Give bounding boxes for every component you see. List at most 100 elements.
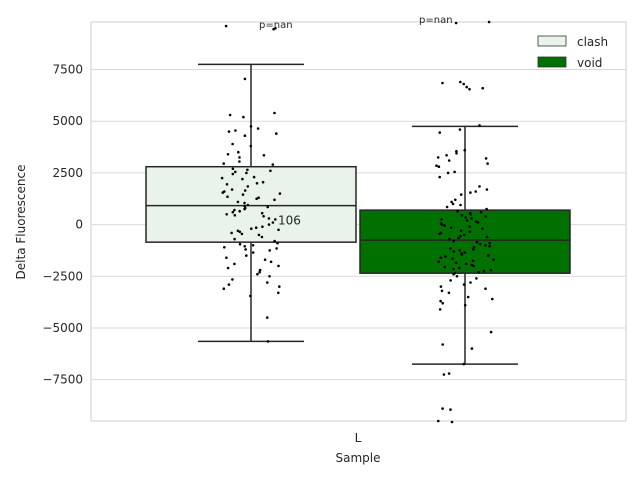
data-point xyxy=(238,160,241,163)
iqr-box xyxy=(145,165,357,243)
data-point xyxy=(440,289,444,293)
data-point xyxy=(275,247,278,250)
data-point xyxy=(441,301,445,305)
data-point xyxy=(482,269,486,273)
data-point xyxy=(447,291,451,295)
data-point xyxy=(458,266,461,270)
data-point xyxy=(459,80,462,84)
data-point xyxy=(275,132,278,135)
count-label: 106 xyxy=(278,214,301,228)
data-point xyxy=(488,241,492,245)
data-point xyxy=(260,235,264,239)
data-point xyxy=(454,21,458,25)
data-point xyxy=(226,266,230,270)
data-point xyxy=(231,142,234,146)
data-point xyxy=(459,229,463,233)
data-point xyxy=(484,157,488,160)
data-point xyxy=(276,241,279,245)
data-point xyxy=(445,154,448,157)
data-point xyxy=(266,281,269,284)
data-point xyxy=(464,216,468,219)
data-point xyxy=(460,214,464,217)
data-point xyxy=(437,419,440,423)
data-point xyxy=(250,227,253,230)
data-point xyxy=(489,268,493,272)
data-point xyxy=(237,150,240,154)
data-point xyxy=(468,87,471,91)
data-point xyxy=(240,232,244,236)
data-point xyxy=(485,188,489,191)
legend-label-void: void xyxy=(577,56,602,70)
data-point xyxy=(243,134,247,137)
data-point xyxy=(446,171,450,175)
data-point xyxy=(222,287,226,291)
data-point xyxy=(244,248,247,251)
data-point xyxy=(262,215,265,218)
data-point xyxy=(484,287,487,291)
data-point xyxy=(443,265,447,269)
legend-label-clash: clash xyxy=(577,35,608,49)
data-point xyxy=(463,148,467,152)
data-point xyxy=(472,264,475,268)
y-tick-label: −2500 xyxy=(42,269,83,283)
data-point xyxy=(243,204,246,208)
data-point xyxy=(269,260,273,264)
data-point xyxy=(226,153,230,156)
data-point xyxy=(437,165,441,168)
data-point xyxy=(459,203,462,207)
data-point xyxy=(477,270,481,274)
data-point xyxy=(267,217,271,220)
data-point xyxy=(452,250,456,253)
p-value-annotation: p=nan xyxy=(419,15,453,26)
data-point xyxy=(448,237,451,241)
data-point xyxy=(267,223,271,226)
data-point xyxy=(479,210,483,214)
data-point xyxy=(268,275,271,278)
data-point xyxy=(249,144,253,148)
data-point xyxy=(462,283,466,286)
data-point xyxy=(438,308,442,311)
data-point xyxy=(266,316,269,319)
data-point xyxy=(231,278,234,281)
data-point xyxy=(437,260,441,264)
data-point xyxy=(487,254,490,257)
data-point xyxy=(453,170,456,174)
data-point xyxy=(492,258,495,262)
data-point xyxy=(220,176,224,180)
data-point xyxy=(439,256,443,260)
data-point xyxy=(474,190,478,193)
data-point xyxy=(241,193,245,196)
data-point xyxy=(463,251,467,254)
data-point xyxy=(227,283,231,286)
data-point xyxy=(257,196,260,199)
data-point xyxy=(255,197,258,201)
data-point xyxy=(230,231,233,235)
data-point xyxy=(458,249,462,252)
data-point xyxy=(451,257,454,261)
data-point xyxy=(450,420,454,424)
legend: clash void xyxy=(537,35,608,70)
data-point xyxy=(233,214,237,217)
box-clash xyxy=(145,63,357,343)
data-point xyxy=(230,188,234,191)
legend-swatch-clash xyxy=(537,35,567,47)
data-point xyxy=(277,264,280,268)
data-point xyxy=(273,198,276,202)
data-point xyxy=(262,154,266,157)
data-point xyxy=(233,237,236,241)
data-point xyxy=(463,303,467,307)
data-point xyxy=(271,221,275,224)
data-point xyxy=(266,340,270,343)
data-point xyxy=(231,167,235,171)
data-point xyxy=(257,233,261,237)
data-point xyxy=(449,247,452,250)
data-point xyxy=(225,183,229,186)
boxes xyxy=(145,63,571,365)
data-point xyxy=(455,149,458,153)
data-point xyxy=(457,236,460,240)
data-point xyxy=(238,230,242,234)
data-point xyxy=(439,299,442,303)
data-point xyxy=(224,24,228,28)
data-point xyxy=(243,189,247,192)
